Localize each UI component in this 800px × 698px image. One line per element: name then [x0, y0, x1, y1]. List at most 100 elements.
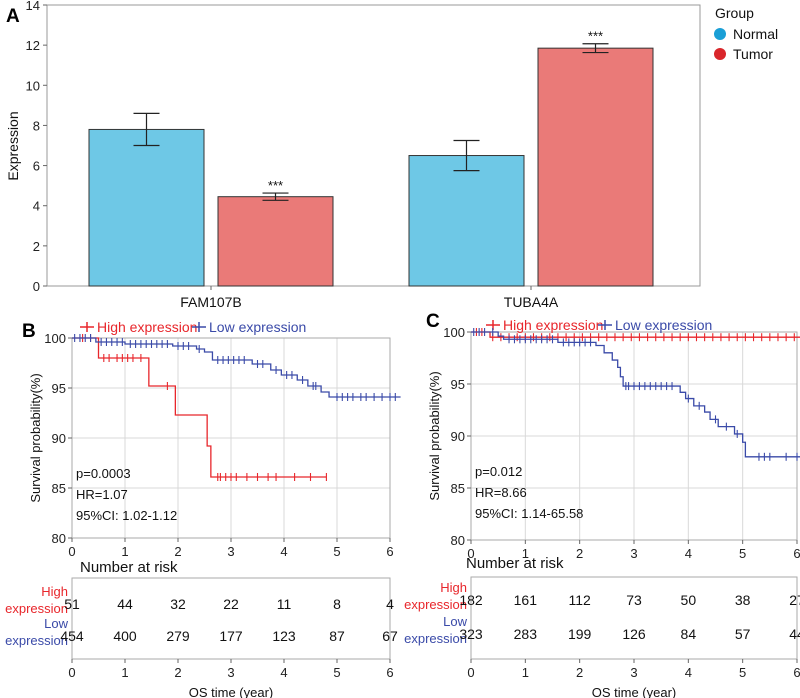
risk-xtick-label: 4 — [280, 665, 287, 680]
risk-value: 400 — [113, 628, 137, 644]
ytick-label: 85 — [52, 481, 66, 496]
panel-b-letter: B — [22, 321, 36, 342]
legend-title: Group — [715, 5, 754, 21]
panel-a-bars: *** *** — [88, 29, 654, 287]
risk-row-label: expression — [404, 631, 467, 646]
panel-c-km-plot: 0 1 2 3 4 5 6 80 85 90 95 100 Survival probability(%… — [427, 317, 800, 561]
ytick-label: 85 — [451, 481, 465, 496]
risk-title: Number at risk — [80, 559, 178, 576]
risk-value: 87 — [329, 628, 345, 644]
panel-c-risk-table: Number at risk 0 1 2 3 4 5 6 OS time (year) High e… — [404, 555, 800, 698]
risk-value: 44 — [117, 596, 133, 612]
ytick-label: 0 — [33, 279, 40, 294]
xtick-label: 6 — [793, 546, 800, 561]
ytick-label: 80 — [52, 531, 66, 546]
legend-label: Low expression — [209, 319, 306, 335]
ytick-label: 100 — [443, 325, 465, 340]
risk-frame — [71, 577, 391, 660]
risk-value: 283 — [514, 626, 538, 642]
xtick-label: 4 — [685, 546, 692, 561]
xtick-label: 0 — [68, 544, 75, 559]
risk-xtick-label: 6 — [793, 665, 800, 680]
risk-value: 279 — [166, 628, 190, 644]
km-ylabel: Survival probability(%) — [28, 373, 43, 502]
xtick-label: 1 — [522, 546, 529, 561]
risk-row-label: expression — [5, 633, 68, 648]
stat-p: p=0.012 — [475, 464, 522, 479]
risk-value: 57 — [735, 626, 751, 642]
legend-tumor-label: Tumor — [733, 46, 773, 62]
risk-value: 50 — [681, 592, 697, 608]
stat-hr: HR=1.07 — [76, 487, 128, 502]
risk-xtick-label: 0 — [68, 665, 75, 680]
ytick-label: 6 — [33, 159, 40, 174]
xtick-label: 1 — [121, 544, 128, 559]
ytick-label: 8 — [33, 118, 40, 133]
risk-value: 177 — [219, 628, 243, 644]
risk-value: 112 — [569, 592, 592, 608]
bar-tumor — [537, 47, 654, 287]
legend-label: High expression — [503, 317, 603, 333]
risk-value: 323 — [459, 626, 483, 642]
risk-xtick-label: 3 — [630, 665, 637, 680]
panel-a-plot-frame — [46, 4, 701, 287]
panel-b-km-plot: 0 1 2 3 4 5 6 80 85 90 95 100 Survival probability(%… — [28, 319, 401, 559]
xtick-label: FAM107B — [180, 294, 241, 310]
risk-xtick-label: 1 — [121, 665, 128, 680]
risk-xtick-label: 2 — [174, 665, 181, 680]
ytick-label: 12 — [26, 38, 40, 53]
risk-value: 44 — [789, 626, 800, 642]
xtick-label: 4 — [280, 544, 287, 559]
panel-a-legend: Group Normal Tumor — [714, 5, 778, 62]
bar-normal — [408, 155, 525, 287]
ytick-label: 90 — [52, 431, 66, 446]
risk-value: 126 — [622, 626, 646, 642]
panel-a: A Expression 0 2 4 6 8 10 12 14 *** *** FAM107B T… — [5, 0, 778, 310]
risk-value: 4 — [386, 596, 394, 612]
risk-value: 38 — [735, 592, 751, 608]
risk-row-label: Low — [443, 614, 467, 629]
legend-label: Low expression — [615, 317, 712, 333]
ytick-label: 14 — [26, 0, 40, 13]
risk-row-label: High — [41, 584, 68, 599]
stat-hr: HR=8.66 — [475, 485, 527, 500]
risk-xtick-label: 6 — [386, 665, 393, 680]
xtick-label: 6 — [386, 544, 393, 559]
risk-xtick-label: 5 — [333, 665, 340, 680]
risk-xtick-label: 2 — [576, 665, 583, 680]
km-curve-low — [471, 331, 800, 458]
risk-value: 8 — [333, 596, 341, 612]
legend-normal-label: Normal — [733, 26, 778, 42]
risk-value: 22 — [223, 596, 239, 612]
km-curve-high — [72, 337, 327, 478]
xtick-label: 5 — [333, 544, 340, 559]
ytick-label: 95 — [451, 377, 465, 392]
risk-value: 32 — [170, 596, 186, 612]
risk-xtick-label: 5 — [739, 665, 746, 680]
panel-c: C 0 1 2 3 4 5 6 80 85 90 95 100 Survival probability… — [404, 311, 800, 698]
risk-row-label: Low — [44, 616, 68, 631]
km-xlabel: OS time (year) — [592, 685, 677, 698]
risk-value: 123 — [272, 628, 296, 644]
legend-label: High expression — [97, 319, 197, 335]
risk-value: 51 — [64, 596, 80, 612]
risk-value: 199 — [568, 626, 592, 642]
stat-p: p=0.0003 — [76, 466, 131, 481]
risk-xtick-label: 0 — [467, 665, 474, 680]
significance-label: *** — [588, 29, 603, 44]
xtick-label: 3 — [630, 546, 637, 561]
xtick-label: TUBA4A — [504, 294, 559, 310]
risk-value: 11 — [277, 596, 292, 612]
panel-a-yaxis: 0 2 4 6 8 10 12 14 — [26, 0, 47, 294]
bar-normal — [88, 128, 205, 287]
risk-value: 67 — [382, 628, 398, 644]
ytick-label: 2 — [33, 239, 40, 254]
xtick-label: 3 — [227, 544, 234, 559]
risk-value: 161 — [514, 592, 538, 608]
risk-frame — [470, 576, 798, 660]
risk-value: 182 — [459, 592, 483, 608]
ytick-label: 4 — [33, 199, 40, 214]
